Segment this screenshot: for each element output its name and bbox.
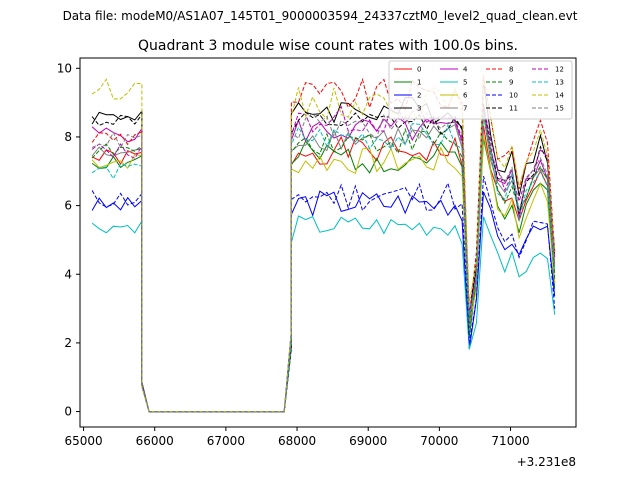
legend-label-7: 7 bbox=[463, 105, 467, 113]
legend-label-14: 14 bbox=[555, 92, 564, 100]
x-tick-label: 66000 bbox=[136, 434, 174, 448]
y-tick-label: 4 bbox=[64, 267, 72, 281]
legend-label-12: 12 bbox=[555, 66, 564, 74]
series-line-14 bbox=[91, 78, 556, 413]
y-tick-label: 6 bbox=[64, 199, 72, 213]
legend-label-15: 15 bbox=[555, 105, 564, 113]
series-line-11 bbox=[91, 103, 556, 413]
x-tick-label: 71000 bbox=[491, 434, 529, 448]
y-tick-label: 10 bbox=[57, 61, 72, 75]
axes-layer: 65000 66000 67000 68000 69000 70000 71000 0 2 4 6 8… bbox=[57, 57, 577, 448]
legend-label-11: 11 bbox=[509, 105, 518, 113]
series-line-12 bbox=[91, 105, 556, 413]
legend-frame bbox=[388, 60, 573, 120]
x-tick-label: 70000 bbox=[420, 434, 458, 448]
legend-label-10: 10 bbox=[509, 92, 518, 100]
legend-label-2: 2 bbox=[417, 92, 421, 100]
series-layer bbox=[91, 75, 556, 413]
legend-label-0: 0 bbox=[417, 66, 421, 74]
legend-label-13: 13 bbox=[555, 79, 564, 87]
y-tick-label: 2 bbox=[64, 336, 72, 350]
x-tick-label: 68000 bbox=[278, 434, 316, 448]
x-tick-label: 67000 bbox=[207, 434, 245, 448]
legend-label-5: 5 bbox=[463, 79, 467, 87]
x-offset-label: +3.231e8 bbox=[517, 455, 576, 469]
plot-frame bbox=[79, 57, 577, 428]
x-tick-label: 65000 bbox=[64, 434, 102, 448]
legend-label-1: 1 bbox=[417, 79, 421, 87]
chart-title: Quadrant 3 module wise count rates with … bbox=[138, 38, 518, 54]
legend-label-9: 9 bbox=[509, 79, 513, 87]
legend-label-8: 8 bbox=[509, 66, 513, 74]
x-tick-label: 69000 bbox=[349, 434, 387, 448]
legend-label-6: 6 bbox=[463, 92, 468, 100]
legend-label-4: 4 bbox=[463, 66, 468, 74]
y-tick-label: 0 bbox=[64, 405, 72, 419]
y-tick-label: 8 bbox=[64, 130, 72, 144]
series-line-15 bbox=[91, 112, 556, 413]
figure-suptitle: Data file: modeM0/AS1A07_145T01_90000035… bbox=[63, 9, 578, 23]
legend-label-3: 3 bbox=[417, 105, 421, 113]
